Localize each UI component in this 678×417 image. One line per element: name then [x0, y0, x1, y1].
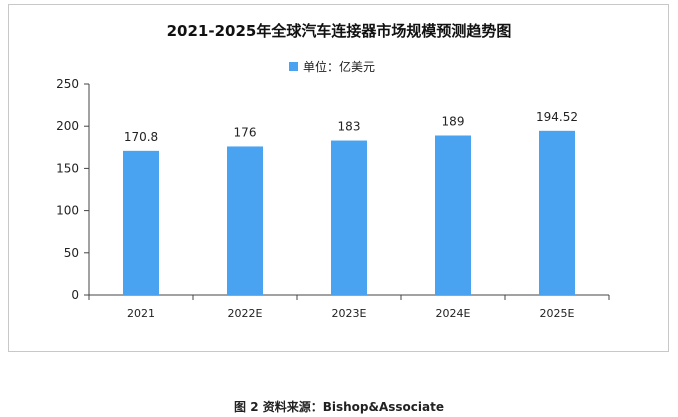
chart-frame: 2021-2025年全球汽车连接器市场规模预测趋势图 单位：亿美元 0 50 100…	[8, 4, 669, 352]
y-tick-label: 250	[56, 77, 79, 91]
chart-title: 2021-2025年全球汽车连接器市场规模预测趋势图	[167, 22, 512, 40]
x-tick-label: 2023E	[332, 307, 367, 320]
bar-value-label: 176	[234, 125, 257, 139]
x-tick-label: 2025E	[540, 307, 575, 320]
x-tick-label: 2021	[127, 307, 155, 320]
bar-2025E	[539, 130, 575, 295]
x-tick-label: 2024E	[436, 307, 471, 320]
bar-value-label: 170.8	[124, 130, 158, 144]
bar-value-label: 189	[442, 114, 465, 128]
bar-2021	[123, 150, 159, 295]
y-tick-label: 0	[71, 288, 79, 302]
legend-label: 单位：亿美元	[303, 59, 375, 74]
y-tick-label: 100	[56, 204, 79, 218]
bar-value-label: 194.52	[536, 110, 578, 124]
y-tick-label: 200	[56, 119, 79, 133]
bar-chart: 2021-2025年全球汽车连接器市场规模预测趋势图 单位：亿美元 0 50 100…	[56, 22, 610, 320]
bar-value-label: 183	[338, 120, 361, 134]
legend-swatch	[289, 62, 298, 71]
y-tick-label: 150	[56, 161, 79, 175]
bar-2023E	[331, 140, 367, 295]
x-tick-label: 2022E	[228, 307, 263, 320]
y-tick-label: 50	[64, 246, 79, 260]
bar-2024E	[435, 135, 471, 295]
figure-caption: 图 2 资料来源：Bishop&Associate	[234, 400, 444, 414]
bar-2022E	[227, 146, 263, 295]
